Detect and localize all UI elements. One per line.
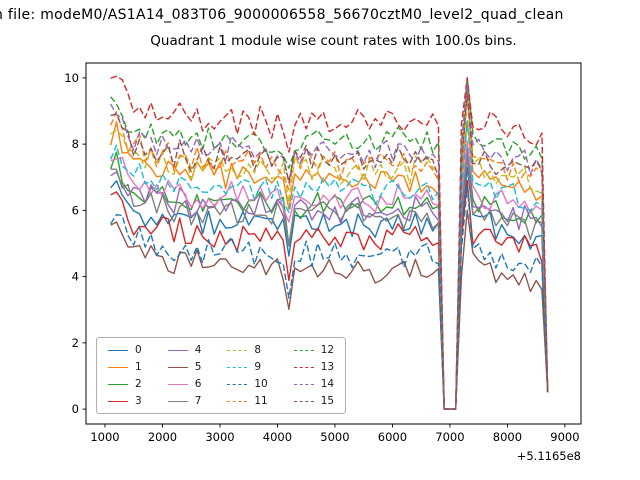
legend-line-sample <box>293 400 314 402</box>
series-line-11 <box>110 93 549 410</box>
series-line-3 <box>110 179 549 410</box>
legend-label: 2 <box>135 378 142 390</box>
legend-line-sample <box>108 349 128 351</box>
legend-item: 13 <box>293 360 335 374</box>
y-tick-label: 8 <box>72 137 79 151</box>
legend-item: 1 <box>108 360 142 374</box>
legend-item: 8 <box>227 343 267 357</box>
legend-label: 12 <box>320 344 335 356</box>
legend-item: 2 <box>108 377 142 391</box>
legend-label: 15 <box>320 395 335 407</box>
legend: 0 1 2 3 4 5 6 7 8 9 10 11 12 13 14 15 <box>96 337 347 414</box>
x-tick-label: 7000 <box>435 430 464 444</box>
legend-label: 11 <box>254 395 268 407</box>
series-line-14 <box>110 83 549 410</box>
legend-item: 14 <box>293 377 335 391</box>
y-tick-label: 10 <box>64 71 79 85</box>
series-line-7 <box>110 156 549 410</box>
legend-line-sample <box>108 366 128 368</box>
legend-item: 0 <box>108 343 142 357</box>
y-tick-label: 6 <box>72 203 79 217</box>
x-axis-offset-text: +5.1165e8 <box>517 449 581 463</box>
series-line-12 <box>110 77 549 410</box>
legend-line-sample <box>293 383 314 385</box>
legend-item: 10 <box>227 377 268 391</box>
y-tick-label: 0 <box>72 402 79 416</box>
legend-label: 6 <box>194 378 202 390</box>
y-tick-label: 2 <box>72 336 79 350</box>
legend-line-sample <box>167 383 188 385</box>
legend-item: 7 <box>167 394 202 408</box>
x-tick-label: 9000 <box>550 430 579 444</box>
legend-label: 5 <box>194 361 202 373</box>
chart-title: Quadrant 1 module wise count rates with … <box>150 33 517 49</box>
legend-item: 4 <box>167 343 202 357</box>
legend-line-sample <box>227 383 248 385</box>
x-tick-label: 5000 <box>320 430 349 444</box>
legend-line-sample <box>167 349 188 351</box>
legend-label: 4 <box>194 344 202 356</box>
x-tick-label: 1000 <box>90 430 119 444</box>
legend-line-sample <box>227 366 248 368</box>
legend-label: 0 <box>135 344 142 356</box>
series-line-0 <box>110 166 549 410</box>
legend-item: 6 <box>167 377 202 391</box>
axes-frame <box>85 62 582 425</box>
legend-label: 9 <box>254 361 262 373</box>
series-line-13 <box>110 75 549 410</box>
legend-label: 10 <box>254 378 268 390</box>
series-line-1 <box>110 120 549 410</box>
legend-item: 3 <box>108 394 142 408</box>
legend-line-sample <box>108 400 128 402</box>
file-title: n file: modeM0/AS1A14_083T06_9000006558_… <box>0 7 564 23</box>
x-tick-label: 3000 <box>205 430 234 444</box>
legend-line-sample <box>227 400 248 402</box>
legend-line-sample <box>167 400 188 402</box>
legend-line-sample <box>227 349 248 351</box>
series-line-9 <box>110 120 549 410</box>
legend-item: 12 <box>293 343 335 357</box>
series-line-5 <box>110 209 549 410</box>
legend-label: 1 <box>135 361 142 373</box>
legend-label: 14 <box>320 378 335 390</box>
series-line-15 <box>110 90 549 410</box>
series-line-6 <box>110 140 549 410</box>
x-tick-label: 8000 <box>493 430 522 444</box>
legend-line-sample <box>167 366 188 368</box>
legend-label: 13 <box>320 361 335 373</box>
series-line-10 <box>110 186 549 410</box>
legend-line-sample <box>293 366 314 368</box>
legend-line-sample <box>293 349 314 351</box>
legend-label: 3 <box>135 395 142 407</box>
legend-item: 5 <box>167 360 202 374</box>
legend-item: 11 <box>227 394 268 408</box>
legend-line-sample <box>108 383 128 385</box>
x-tick-label: 6000 <box>378 430 407 444</box>
legend-item: 15 <box>293 394 335 408</box>
x-tick-label: 4000 <box>263 430 292 444</box>
y-tick-label: 4 <box>72 270 79 284</box>
x-tick-label: 2000 <box>148 430 177 444</box>
legend-label: 7 <box>194 395 202 407</box>
legend-item: 9 <box>227 360 267 374</box>
legend-label: 8 <box>254 344 262 356</box>
